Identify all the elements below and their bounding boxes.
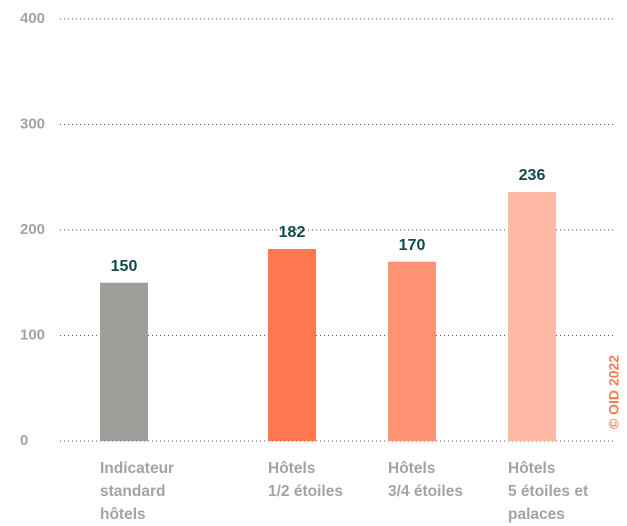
- x-tick-label: Hôtels 3/4 étoiles: [388, 460, 463, 500]
- y-tick-label: 0: [20, 432, 28, 449]
- y-tick-label: 100: [20, 326, 45, 343]
- value-label: 236: [519, 167, 546, 184]
- y-tick-label: 400: [20, 10, 45, 27]
- x-tick-label: Hôtels 5 étoiles et palaces: [508, 460, 589, 523]
- value-label: 182: [279, 224, 306, 241]
- value-label: 150: [111, 258, 138, 275]
- bar: [268, 248, 316, 441]
- x-tick-label: Hôtels 1/2 étoiles: [268, 460, 343, 500]
- value-label: 170: [399, 237, 426, 254]
- y-tick-label: 200: [20, 221, 45, 238]
- credit: © OID 2022: [606, 355, 622, 429]
- bar: [388, 261, 436, 441]
- bar: [100, 282, 148, 441]
- bar: [508, 192, 556, 441]
- x-tick-label: Indicateur standard hôtels: [100, 460, 175, 523]
- y-tick-label: 300: [20, 115, 45, 132]
